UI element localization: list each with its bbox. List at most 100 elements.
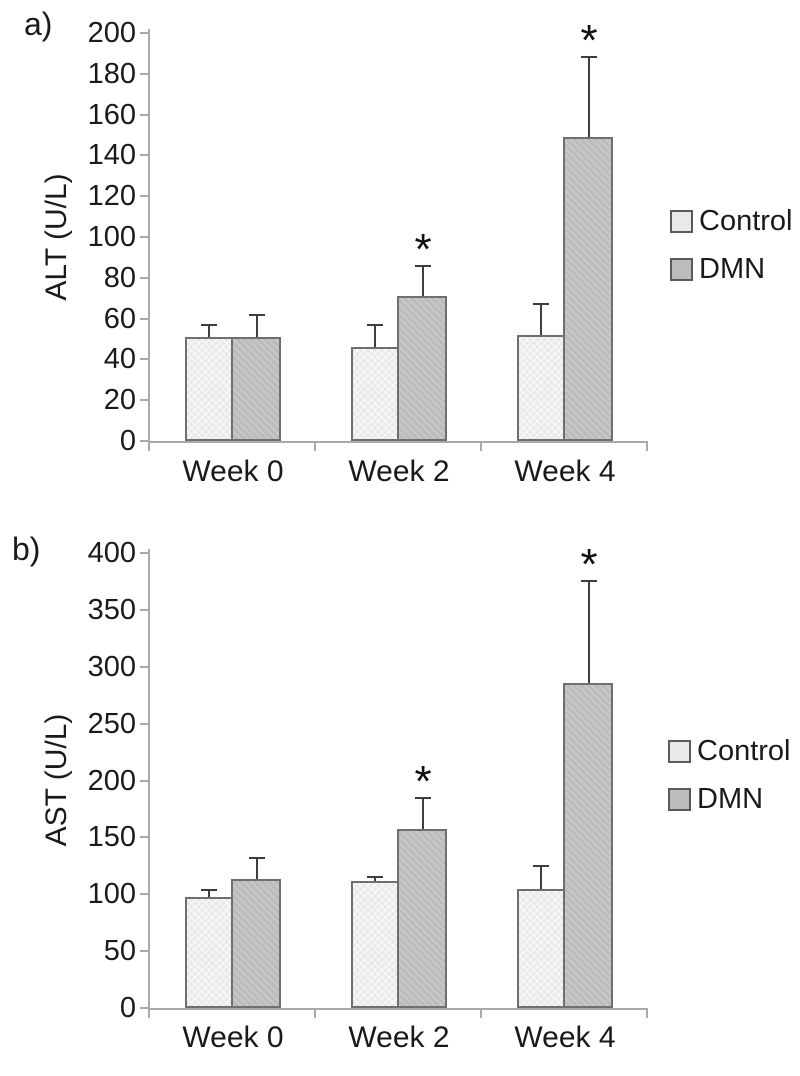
x-axis	[148, 1008, 648, 1010]
panel-a-label: a)	[24, 6, 53, 42]
y-axis	[148, 29, 150, 441]
y-tick-mark	[140, 236, 148, 238]
error-bar-cap	[533, 864, 549, 867]
bar-control-week0	[185, 896, 233, 1008]
y-tick-label: 200	[87, 17, 136, 49]
significance-asterisk: *	[414, 756, 432, 806]
y-tick-label: 50	[103, 935, 136, 968]
bar-dmn-week4	[563, 137, 613, 441]
x-tick-mark	[646, 1010, 648, 1018]
y-tick-label: 100	[87, 878, 136, 911]
y-tick-mark	[140, 893, 148, 896]
error-bar-cap	[201, 323, 217, 326]
y-tick-mark	[140, 113, 148, 116]
error-bar-line	[208, 889, 210, 897]
y-tick-label: 300	[87, 650, 136, 683]
bar-dmn-week2	[397, 829, 447, 1008]
y-tick-label: 350	[87, 593, 136, 626]
bar-dmn-week0	[231, 336, 281, 441]
y-tick-mark	[140, 440, 148, 442]
y-tick-mark	[140, 836, 148, 839]
error-bar-line	[256, 314, 258, 337]
control-swatch-icon	[668, 739, 691, 763]
y-tick-mark	[140, 779, 148, 782]
bar-control-week4	[517, 888, 565, 1008]
x-tick-mark	[480, 443, 482, 451]
y-tick-mark	[140, 358, 148, 361]
x-tick-mark	[646, 443, 648, 451]
y-tick-mark	[140, 399, 148, 402]
y-tick-mark	[140, 72, 148, 75]
error-bar-cap	[581, 580, 597, 583]
error-bar-cap	[367, 876, 383, 879]
y-tick-mark	[140, 154, 148, 157]
y-tick-mark	[140, 1007, 148, 1009]
y-tick-label: 0	[119, 425, 136, 457]
legend-item-control: Control	[668, 735, 791, 767]
y-tick-mark	[140, 950, 148, 953]
panel-b-label: b)	[12, 531, 41, 567]
y-tick-mark	[140, 32, 148, 34]
legend-label-control: Control	[699, 205, 793, 237]
y-tick-mark	[140, 552, 148, 554]
y-tick-mark	[140, 317, 148, 320]
error-bar-line	[588, 581, 590, 683]
bar-dmn-week4	[563, 682, 613, 1008]
x-tick-mark	[480, 1010, 482, 1018]
dmn-swatch-icon	[668, 787, 691, 811]
error-bar-cap	[415, 264, 431, 267]
dmn-swatch-icon	[670, 257, 693, 281]
y-axis-title-alt: ALT (U/L)	[40, 173, 73, 301]
y-axis-title-ast: AST (U/L)	[40, 713, 73, 847]
y-tick-mark	[140, 195, 148, 198]
legend-item-dmn: DMN	[670, 253, 793, 285]
bar-dmn-week0	[231, 879, 281, 1008]
legend-label-dmn: DMN	[699, 253, 766, 285]
error-bar-line	[208, 324, 210, 337]
x-category-label: Week 0	[182, 455, 284, 488]
y-tick-mark	[140, 276, 148, 279]
error-bar-line	[374, 877, 376, 881]
x-category-label: Week 4	[514, 455, 616, 488]
bar-control-week2	[351, 880, 399, 1008]
y-tick-label: 40	[103, 343, 136, 376]
error-bar-line	[588, 57, 590, 138]
legend-item-dmn: DMN	[668, 785, 791, 814]
error-bar-line	[422, 797, 424, 830]
legend-item-control: Control	[670, 205, 793, 237]
y-axis	[148, 549, 150, 1008]
error-bar-cap	[367, 323, 383, 326]
significance-asterisk: *	[580, 540, 598, 590]
x-tick-mark	[148, 1010, 150, 1018]
error-bar-line	[422, 265, 424, 297]
legend-panel-a: Control DMN	[670, 205, 793, 306]
y-tick-label: 400	[87, 537, 136, 569]
x-axis	[148, 441, 648, 443]
error-bar-cap	[415, 796, 431, 799]
legend-label-control: Control	[697, 735, 791, 767]
error-bar-cap	[249, 313, 265, 316]
error-bar-line	[256, 857, 258, 880]
error-bar-cap	[201, 888, 217, 891]
error-bar-line	[540, 304, 542, 335]
error-bar-cap	[249, 856, 265, 859]
error-bar-line	[540, 865, 542, 889]
error-bar-line	[374, 324, 376, 348]
y-tick-label: 20	[103, 384, 136, 417]
control-swatch-icon	[670, 209, 693, 233]
y-tick-label: 160	[87, 98, 136, 131]
y-tick-label: 0	[119, 992, 136, 1024]
bar-control-week2	[351, 347, 399, 441]
y-tick-mark	[140, 608, 148, 611]
x-category-label: Week 4	[514, 1021, 616, 1054]
x-category-label: Week 2	[348, 455, 450, 488]
significance-asterisk: *	[580, 16, 598, 66]
bar-control-week0	[185, 336, 233, 441]
x-category-label: Week 2	[348, 1021, 450, 1054]
y-tick-label: 60	[103, 302, 136, 335]
bar-dmn-week2	[397, 296, 447, 441]
bar-control-week4	[517, 334, 565, 441]
